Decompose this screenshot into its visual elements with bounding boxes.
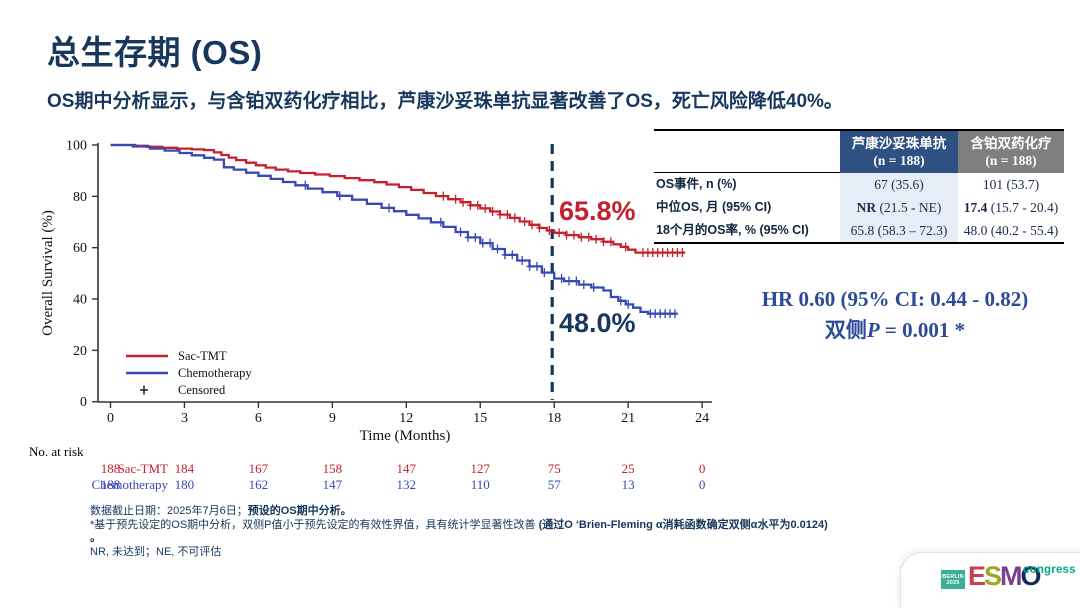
legend-label: Sac-TMT	[178, 349, 227, 363]
esmo-congress-logo: BERLIN 2025 ESMO congress	[900, 552, 1080, 608]
y-tick-label: 80	[73, 190, 87, 205]
risk-value: 75	[547, 461, 561, 476]
legend-label: Censored	[178, 383, 226, 397]
y-tick-label: 40	[73, 293, 87, 308]
p-value: = 0.001 *	[879, 318, 966, 342]
km-curve-chemotherapy	[110, 143, 678, 315]
footnote-line-3: NR, 未达到；NE, 不可评估	[90, 545, 222, 558]
esmo-letter: M	[1000, 561, 1022, 591]
risk-value: 188	[100, 476, 121, 492]
risk-value: 162	[248, 476, 269, 492]
x-tick-label: 0	[107, 411, 114, 426]
risk-value: 132	[396, 476, 417, 492]
risk-value: 110	[470, 476, 490, 492]
p-symbol: P	[866, 318, 880, 342]
esmo-wordmark: ESMO	[968, 561, 1042, 592]
risk-value: 180	[174, 476, 195, 492]
risk-value: 25	[621, 461, 635, 476]
risk-value: 13	[621, 476, 635, 492]
hazard-ratio-text: HR 0.60 (95% CI: 0.44 - 0.82)	[761, 287, 1029, 311]
risk-value: 127	[470, 461, 491, 476]
risk-value: 184	[174, 461, 195, 476]
esmo-letter: O	[1020, 561, 1042, 591]
x-tick-label: 12	[399, 411, 413, 426]
esmo-letter: E	[968, 561, 986, 591]
risk-value: 0	[698, 476, 706, 492]
os-summary-table: 芦康沙妥珠单抗 (n = 188) 含铂双药化疗 (n = 188) OS事件, n (…	[654, 129, 1064, 244]
hazard-ratio-block: HR 0.60 (95% CI: 0.44 - 0.82) 双侧P = 0.00…	[710, 287, 1080, 343]
summary-value-cell: NR (21.5 - NE)	[840, 196, 958, 219]
footnote-line-1: 数据截止日期：2025年7月6日；预设的OS期中分析。	[90, 505, 352, 517]
esmo-letter: S	[984, 561, 1002, 591]
annotation-os-rate-chemotherapy: 48.0%	[559, 308, 636, 338]
y-tick-label: 100	[66, 139, 87, 154]
risk-value: 167	[248, 461, 269, 476]
legend-label: Chemotherapy	[178, 366, 252, 380]
summary-row-label: 中位OS, 月 (95% CI)	[656, 200, 772, 214]
footnote-line-2: *基于预先设定的OS期中分析，双侧P值小于预先设定的有效性界值，具有统计学显著性…	[90, 518, 828, 545]
x-tick-label: 3	[181, 411, 188, 426]
y-tick-label: 20	[73, 344, 87, 359]
x-tick-label: 6	[255, 411, 262, 426]
y-tick-label: 0	[80, 395, 87, 410]
x-tick-label: 24	[695, 411, 709, 426]
summary-column-header: 芦康沙妥珠单抗 (n = 188)	[840, 131, 958, 173]
risk-row-label: Chemotherapy	[91, 476, 168, 492]
y-axis-title: Overall Survival (%)	[40, 210, 56, 336]
risk-value: 158	[322, 461, 343, 476]
summary-value-cell: 101 (53.7)	[958, 173, 1064, 196]
x-tick-label: 21	[621, 411, 635, 426]
risk-value: 0	[698, 461, 706, 476]
summary-value-cell: 67 (35.6)	[840, 173, 958, 196]
summary-value-cell: 17.4 (15.7 - 20.4)	[958, 196, 1064, 219]
summary-header-spacer	[654, 131, 840, 173]
footnotes: 数据截止日期：2025年7月6日；预设的OS期中分析。 *基于预先设定的OS期中…	[90, 505, 830, 559]
summary-value-cell: 65.8 (58.3 – 72.3)	[840, 219, 958, 242]
p-value-text: 双侧P = 0.001 *	[710, 318, 1080, 343]
annotation-os-rate-sac-tmt: 65.8%	[559, 196, 636, 226]
summary-column-header: 含铂双药化疗 (n = 188)	[958, 131, 1064, 173]
risk-row-label: Sac-TMT	[117, 461, 168, 476]
x-tick-label: 9	[329, 411, 336, 426]
esmo-year: 2025	[946, 579, 960, 586]
page-subtitle: OS期中分析显示，与含铂双药化疗相比，芦康沙妥珠单抗显著改善了OS，死亡风险降低…	[47, 91, 843, 112]
summary-row-label: OS事件, n (%)	[656, 177, 737, 191]
esmo-congress-label: congress	[1023, 564, 1076, 576]
risk-value: 57	[547, 476, 561, 492]
risk-value: 147	[396, 461, 417, 476]
esmo-venue: BERLIN	[942, 573, 964, 580]
summary-row-label: 18个月的OS率, % (95% CI)	[656, 223, 809, 237]
x-tick-label: 15	[473, 411, 487, 426]
risk-table-heading: No. at risk	[29, 444, 84, 459]
page-title: 总生存期 (OS)	[47, 34, 263, 71]
risk-value: 147	[322, 476, 343, 492]
summary-value-cell: 48.0 (40.2 - 55.4)	[958, 219, 1064, 242]
esmo-berlin-badge: BERLIN 2025	[941, 570, 965, 589]
y-tick-label: 60	[73, 241, 87, 256]
p-prefix: 双侧	[824, 319, 867, 342]
x-axis-title: Time (Months)	[360, 428, 451, 444]
x-tick-label: 18	[547, 411, 561, 426]
risk-value: 188	[100, 461, 121, 476]
